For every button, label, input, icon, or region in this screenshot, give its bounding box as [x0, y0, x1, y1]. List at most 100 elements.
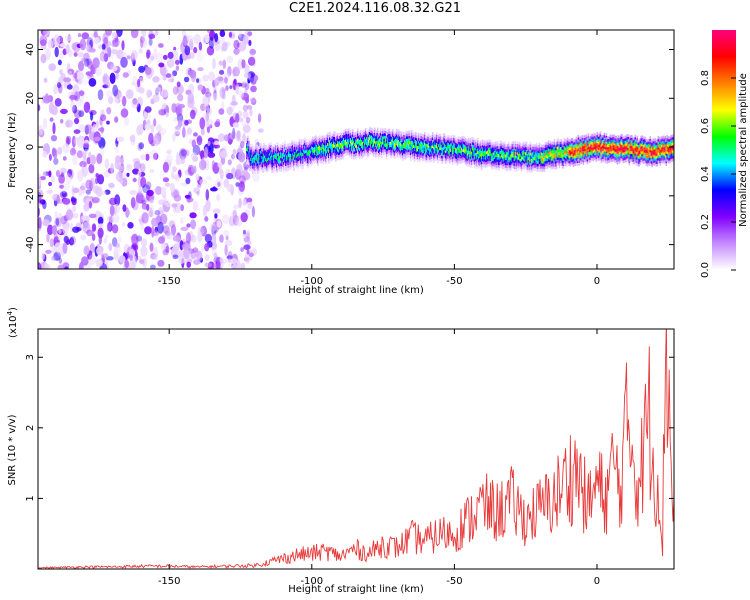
- heatmap-cell: [574, 139, 577, 142]
- heatmap-cell: [518, 160, 521, 164]
- heatmap-cell: [546, 161, 549, 164]
- heatmap-cell: [379, 151, 381, 155]
- heatmap-cell: [284, 141, 286, 144]
- heatmap-cell: [225, 235, 229, 241]
- heatmap-cell: [553, 157, 556, 161]
- heatmap-cell: [496, 159, 499, 163]
- heatmap-cell: [626, 150, 629, 153]
- heatmap-cell: [497, 162, 500, 165]
- heatmap-cell: [172, 70, 178, 77]
- heatmap-cell: [413, 158, 416, 162]
- heatmap-cell: [414, 156, 417, 159]
- heatmap-cell: [539, 158, 542, 161]
- heatmap-cell: [356, 150, 358, 154]
- heatmap-cell: [393, 132, 396, 135]
- heatmap-cell: [320, 144, 322, 148]
- heatmap-cell: [521, 159, 524, 163]
- heatmap-cell: [396, 149, 399, 152]
- heatmap-cell: [197, 231, 203, 243]
- heatmap-cell: [460, 142, 463, 145]
- heatmap-cell: [370, 143, 372, 147]
- heatmap-cell: [396, 141, 399, 144]
- heatmap-cell: [430, 143, 433, 146]
- heatmap-cell: [371, 138, 373, 142]
- heatmap-cell: [476, 148, 479, 152]
- heatmap-cell: [580, 145, 583, 149]
- heatmap-cell: [322, 151, 324, 154]
- heatmap-cell: [407, 130, 410, 134]
- heatmap-cell: [457, 160, 460, 164]
- heatmap-cell: [617, 159, 620, 162]
- heatmap-cell: [387, 134, 390, 137]
- heatmap-cell: [403, 132, 406, 135]
- heatmap-cell: [249, 107, 253, 117]
- heatmap-cell: [252, 171, 260, 183]
- heatmap-cell: [129, 254, 133, 262]
- heatmap-cell: [388, 139, 391, 142]
- heatmap-cell: [557, 162, 560, 166]
- heatmap-cell: [571, 162, 574, 165]
- heatmap-cell: [562, 152, 565, 156]
- heatmap-cell: [466, 155, 469, 159]
- heatmap-cell: [58, 227, 62, 235]
- heatmap-cell: [119, 158, 125, 165]
- heatmap-cell: [298, 139, 300, 143]
- heatmap-cell: [544, 150, 547, 153]
- heatmap-cell: [395, 147, 398, 151]
- heatmap-cell: [463, 160, 466, 164]
- heatmap-cell: [266, 167, 268, 171]
- heatmap-cell: [542, 149, 545, 153]
- heatmap-cell: [83, 142, 90, 148]
- heatmap-cell: [596, 137, 599, 141]
- heatmap-cell: [185, 232, 191, 244]
- heatmap-cell: [392, 149, 395, 152]
- heatmap-cell: [262, 156, 264, 160]
- heatmap-cell: [279, 167, 281, 170]
- heatmap-cell: [276, 149, 278, 152]
- heatmap-cell: [328, 152, 330, 156]
- heatmap-cell: [56, 82, 62, 89]
- heatmap-cell: [254, 157, 256, 161]
- heatmap-cell: [51, 225, 58, 235]
- heatmap-cell: [250, 160, 252, 164]
- heatmap-cell: [143, 110, 148, 120]
- heatmap-cell: [281, 166, 283, 169]
- heatmap-cell: [144, 226, 152, 235]
- heatmap-cell: [330, 156, 332, 160]
- heatmap-cell: [497, 156, 500, 160]
- heatmap-cell: [606, 150, 609, 153]
- heatmap-cell: [601, 137, 604, 141]
- heatmap-cell: [560, 149, 563, 153]
- heatmap-cell: [509, 154, 512, 158]
- heatmap-cell: [350, 132, 352, 136]
- heatmap-cell: [458, 142, 461, 145]
- heatmap-cell: [341, 146, 343, 149]
- heatmap-cell: [455, 156, 458, 159]
- heatmap-cell: [510, 161, 513, 165]
- heatmap-cell: [222, 59, 226, 69]
- heatmap-cell: [608, 155, 611, 158]
- heatmap-cell: [407, 152, 410, 155]
- heatmap-cell: [468, 140, 471, 143]
- heatmap-cell: [530, 167, 533, 170]
- heatmap-cell: [135, 192, 144, 204]
- heatmap-cell: [349, 144, 351, 147]
- heatmap-cell: [416, 143, 419, 146]
- heatmap-cell: [504, 151, 507, 155]
- heatmap-cell: [360, 146, 362, 149]
- heatmap-cell: [376, 154, 378, 157]
- heatmap-cell: [158, 236, 165, 244]
- heatmap-cell: [598, 157, 601, 161]
- heatmap-cell: [620, 139, 623, 142]
- heatmap-cell: [489, 163, 492, 167]
- heatmap-cell: [484, 159, 487, 163]
- heatmap-cell: [248, 39, 252, 47]
- heatmap-cell: [260, 164, 262, 167]
- heatmap-cell: [374, 135, 376, 138]
- heatmap-cell: [355, 131, 357, 135]
- heatmap-cell: [511, 162, 514, 166]
- heatmap-cell: [455, 137, 458, 141]
- heatmap-cell: [180, 226, 189, 231]
- heatmap-cell: [613, 137, 616, 140]
- heatmap-cell: [487, 140, 490, 143]
